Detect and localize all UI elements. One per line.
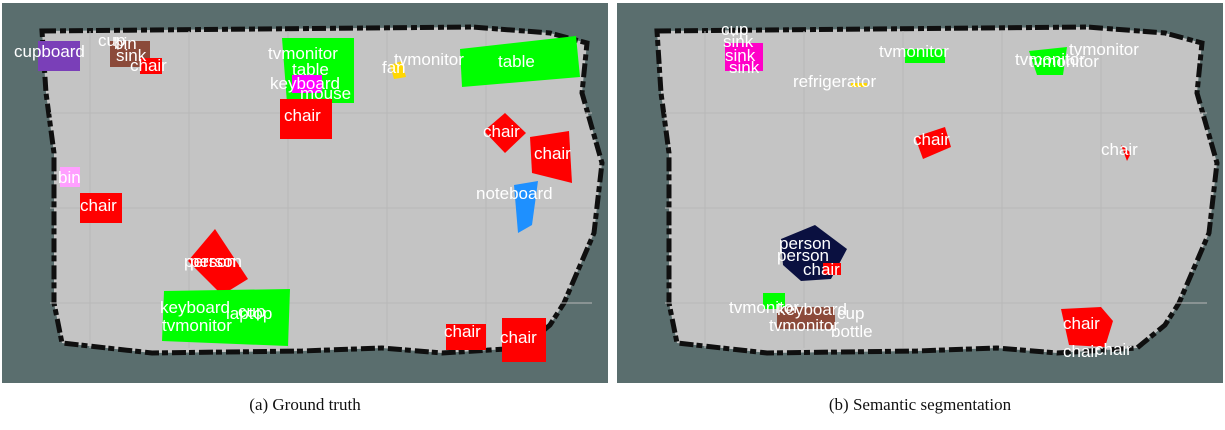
label-table-right: table [498,52,535,71]
label-sink-3: sink [729,58,760,77]
fan-region [390,61,406,79]
label-bin-left: bin [58,168,81,187]
refrigerator-region [851,83,867,87]
ground-truth-map: cupboard cup bin sink chair tvmonitor ta… [2,3,608,383]
bin-region [60,167,80,187]
label-person-1: person [184,252,236,271]
tvmonitor-region [763,293,785,309]
keyboard-region [292,75,322,93]
label-fan: fan [382,58,406,77]
segmentation-map: cup sink sink sink tvmonitor tvmonitor t… [617,3,1223,383]
label-chair-right: chair [1101,140,1138,159]
label-sink-1: sink [723,32,754,51]
label-tvmonitor-b2: tvmonitor [769,316,839,335]
label-tvmonitor-b1: tvmonitor [729,298,799,317]
chair-region [530,131,572,183]
label-person-1: person [779,234,831,253]
label-chair-r2: chair [534,144,571,163]
label-noteboard: noteboard [476,184,553,203]
label-chair-b2: chair [500,328,537,347]
chair-region [188,229,248,295]
chair-region [484,113,526,153]
floor-area [42,27,602,353]
label-chair-b1: chair [444,322,481,341]
label-cup: cup [721,20,748,39]
chair-region [140,58,162,74]
map-grid [665,31,1207,348]
chair-region [80,193,122,223]
label-mouse: mouse [300,84,351,103]
label-cup: cup [98,31,125,50]
label-chair-mid: chair [284,106,321,125]
label-refrigerator: refrigerator [793,72,876,91]
label-chair-mid: chair [913,130,950,149]
label-table: table [292,60,329,79]
chair-region [823,263,841,275]
label-tvmonitor-r2: tvmonitor [1015,50,1085,69]
label-chair-r1: chair [483,122,520,141]
caption-ground-truth: (a) Ground truth [249,395,361,414]
label-tvmonitor-bottom: tvmonitor [162,316,232,335]
label-keyboard: keyboard [777,300,847,319]
label-cup-bottom: cup [238,302,265,321]
chair-region [280,99,332,139]
label-tvmonitor-right: tvmonitor [394,50,464,69]
label-tvmonitor-r3: tvmonitor [1029,52,1099,71]
ground-truth-map-canvas: cupboard cup bin sink chair tvmonitor ta… [2,3,608,383]
label-laptop: laptop [226,304,272,323]
tvmonitor-region [1029,47,1067,75]
label-person-2: person [190,252,242,271]
label-tvmonitor-r1: tvmonitor [1069,40,1139,59]
tvmonitor-region [905,49,945,63]
label-person-2: person [777,246,829,265]
label-chair-b3: chair [1095,340,1132,359]
label-sink: sink [116,46,147,65]
sink-region [725,43,763,71]
table-region [460,36,580,87]
label-keyboard: keyboard [270,74,340,93]
cupboard-region [38,41,80,71]
label-chair-b1: chair [1063,314,1100,333]
tvmonitor-region [162,289,290,346]
label-cup-bottom: cup [837,304,864,323]
chair-region [446,324,486,350]
noteboard-region [514,181,538,233]
label-chair: chair [130,56,167,75]
label-sink-2: sink [725,46,756,65]
chair-region [915,127,951,159]
label-tvmonitor: tvmonitor [268,44,338,63]
map-grid [50,31,592,348]
label-keyboard-bottom: keyboard [160,298,230,317]
label-cupboard: cupboard [14,42,85,61]
chair-region [1061,307,1113,347]
caption-semantic-segmentation: (b) Semantic segmentation [828,395,1012,414]
chair-region [1121,145,1131,161]
segmentation-map-canvas: cup sink sink sink tvmonitor tvmonitor t… [617,3,1223,383]
label-chair-left: chair [80,196,117,215]
chair-region [502,318,546,362]
label-chair-person: chair [803,260,840,279]
label-bottle: bottle [831,322,873,341]
keyboard-region [777,307,835,329]
label-bin: bin [114,34,137,53]
label-chair-b2: chair [1063,342,1100,361]
label-tvmonitor-mid: tvmonitor [879,42,949,61]
